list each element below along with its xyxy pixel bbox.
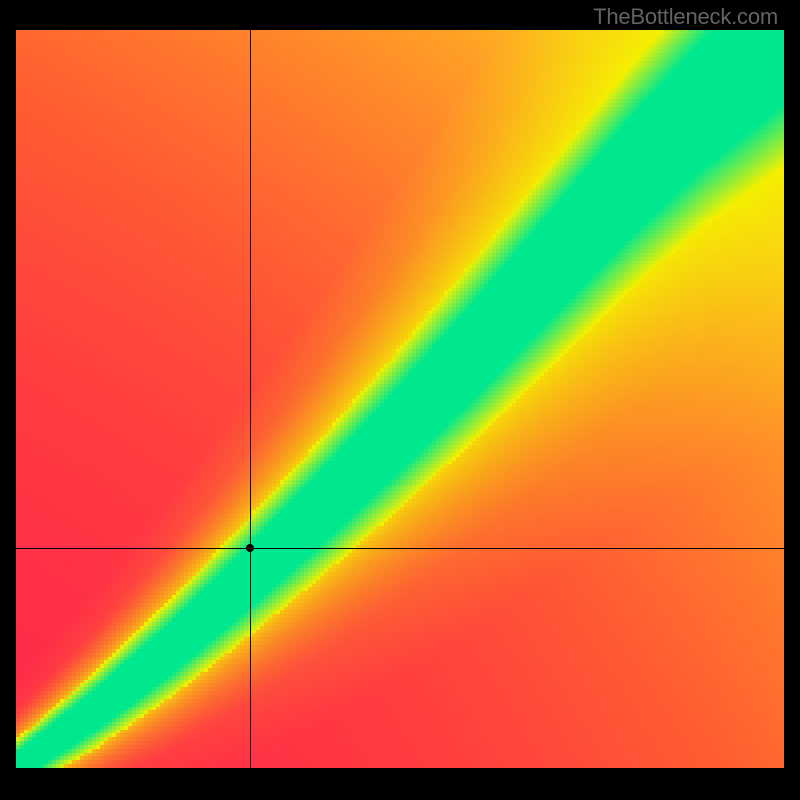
heatmap-canvas <box>16 30 784 768</box>
watermark-text: TheBottleneck.com <box>593 4 778 30</box>
root: TheBottleneck.com <box>0 0 800 800</box>
heatmap-plot <box>16 30 784 768</box>
